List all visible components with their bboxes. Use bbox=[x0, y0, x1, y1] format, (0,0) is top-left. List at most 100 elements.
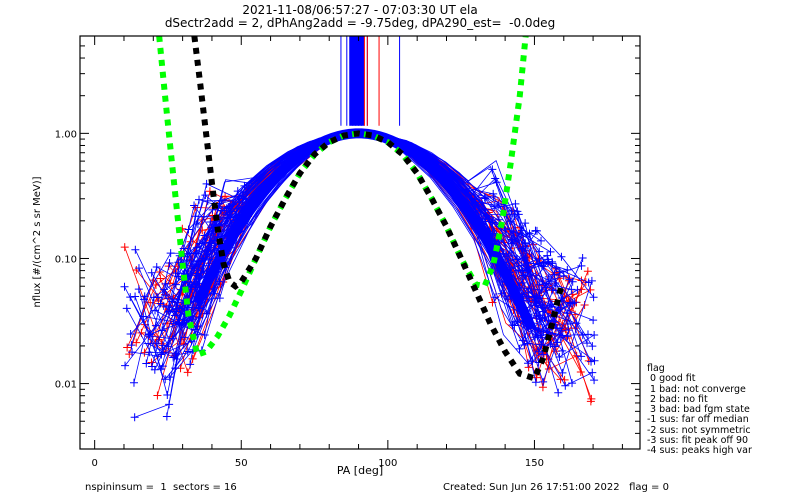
legend-item: -2 sus: not symmetric bbox=[647, 424, 751, 436]
data-point-marker bbox=[501, 225, 510, 234]
data-trace bbox=[124, 133, 578, 366]
data-point-marker bbox=[563, 332, 572, 341]
data-point-marker bbox=[580, 300, 589, 309]
data-point-marker bbox=[514, 210, 523, 219]
data-point-marker bbox=[238, 194, 247, 203]
data-point-marker bbox=[588, 342, 597, 351]
data-point-marker bbox=[217, 197, 226, 206]
data-point-marker bbox=[171, 269, 180, 278]
data-point-marker bbox=[590, 376, 599, 385]
data-point-marker bbox=[535, 280, 544, 289]
data-point-marker bbox=[563, 319, 572, 328]
data-point-marker bbox=[123, 343, 132, 352]
data-point-marker bbox=[523, 359, 532, 368]
data-point-marker bbox=[508, 320, 517, 329]
data-point-marker bbox=[497, 289, 506, 298]
data-point-marker bbox=[583, 339, 592, 348]
legend-item: -1 sus: far off median bbox=[647, 414, 749, 426]
data-point-marker bbox=[518, 336, 527, 345]
data-point-marker bbox=[186, 360, 195, 369]
legend-item: 1 bad: not converge bbox=[647, 383, 746, 395]
data-point-marker bbox=[587, 276, 596, 285]
data-point-marker bbox=[154, 293, 163, 302]
data-point-marker bbox=[524, 266, 533, 275]
chart-subtitle: dSectr2add = 2, dPhAng2add = -9.75deg, d… bbox=[164, 16, 556, 30]
data-point-marker bbox=[590, 356, 599, 365]
data-point-marker bbox=[162, 412, 171, 421]
x-axis-label: PA [deg] bbox=[337, 464, 383, 477]
data-point-marker bbox=[583, 267, 592, 276]
legend-item: 3 bad: bad fgm state bbox=[647, 404, 750, 416]
data-point-marker bbox=[539, 350, 548, 359]
data-point-marker bbox=[128, 348, 137, 357]
footer-right: Created: Sun Jun 26 17:51:00 2022 flag =… bbox=[443, 482, 669, 493]
data-point-marker bbox=[547, 277, 555, 286]
data-point-marker bbox=[131, 292, 140, 301]
data-point-marker bbox=[555, 353, 564, 362]
data-point-marker bbox=[589, 293, 598, 302]
legend-title: flag bbox=[647, 363, 665, 374]
data-point-marker bbox=[195, 195, 204, 204]
fit-curves bbox=[156, 36, 564, 383]
y-tick-label: 1.00 bbox=[55, 129, 77, 140]
data-point-marker bbox=[568, 379, 577, 388]
data-point-marker bbox=[165, 400, 174, 409]
data-point-marker bbox=[489, 193, 498, 202]
y-axis-label: nflux [#/(cm^2 s sr MeV)] bbox=[32, 176, 43, 307]
data-point-marker bbox=[481, 217, 490, 226]
data-point-marker bbox=[490, 202, 499, 211]
data-point-marker bbox=[531, 378, 540, 387]
data-point-marker bbox=[521, 219, 530, 228]
data-point-marker bbox=[587, 394, 596, 403]
data-point-marker bbox=[158, 345, 167, 354]
data-point-marker bbox=[566, 299, 575, 308]
chart-title: 2021-11-08/06:57:27 - 07:03:30 UT ela bbox=[242, 3, 478, 17]
data-point-marker bbox=[537, 340, 546, 349]
data-point-marker bbox=[555, 324, 564, 333]
data-point-marker bbox=[147, 268, 156, 277]
data-point-marker bbox=[554, 388, 563, 397]
data-point-marker bbox=[122, 304, 131, 313]
data-point-marker bbox=[182, 266, 191, 275]
data-point-marker bbox=[209, 284, 218, 293]
data-point-marker bbox=[565, 275, 574, 284]
data-point-marker bbox=[520, 238, 529, 247]
data-point-marker bbox=[546, 247, 555, 256]
data-point-marker bbox=[215, 294, 224, 303]
data-point-marker bbox=[131, 245, 140, 254]
data-point-marker bbox=[494, 200, 503, 209]
data-point-marker bbox=[578, 253, 587, 262]
peak-vertical-block bbox=[349, 36, 365, 126]
data-point-marker bbox=[193, 271, 202, 280]
data-point-marker bbox=[126, 293, 135, 302]
data-point-marker bbox=[129, 378, 138, 387]
data-point-marker bbox=[559, 271, 568, 280]
data-point-marker bbox=[539, 377, 548, 386]
data-point-marker bbox=[543, 251, 552, 260]
data-point-marker bbox=[511, 199, 520, 208]
data-point-marker bbox=[165, 258, 174, 267]
data-point-marker bbox=[140, 295, 149, 304]
data-point-marker bbox=[555, 267, 564, 276]
data-traces bbox=[120, 36, 599, 422]
data-point-marker bbox=[532, 373, 541, 382]
data-point-marker bbox=[537, 285, 546, 294]
data-point-marker bbox=[240, 181, 249, 190]
data-point-marker bbox=[525, 229, 534, 238]
data-point-marker bbox=[165, 373, 174, 382]
data-point-marker bbox=[534, 347, 543, 356]
data-point-marker bbox=[190, 201, 199, 210]
data-point-marker bbox=[172, 304, 181, 313]
data-point-marker bbox=[488, 165, 497, 174]
data-point-marker bbox=[223, 214, 232, 223]
data-point-marker bbox=[121, 361, 130, 370]
data-point-marker bbox=[156, 299, 165, 308]
data-point-marker bbox=[532, 226, 541, 235]
data-point-marker bbox=[584, 278, 593, 287]
data-point-marker bbox=[587, 357, 596, 366]
axes: 0 50 100 150 0.01 0.10 1.00 bbox=[55, 35, 640, 469]
data-point-marker bbox=[150, 365, 159, 374]
data-point-marker bbox=[157, 350, 166, 359]
data-point-marker bbox=[491, 174, 500, 183]
